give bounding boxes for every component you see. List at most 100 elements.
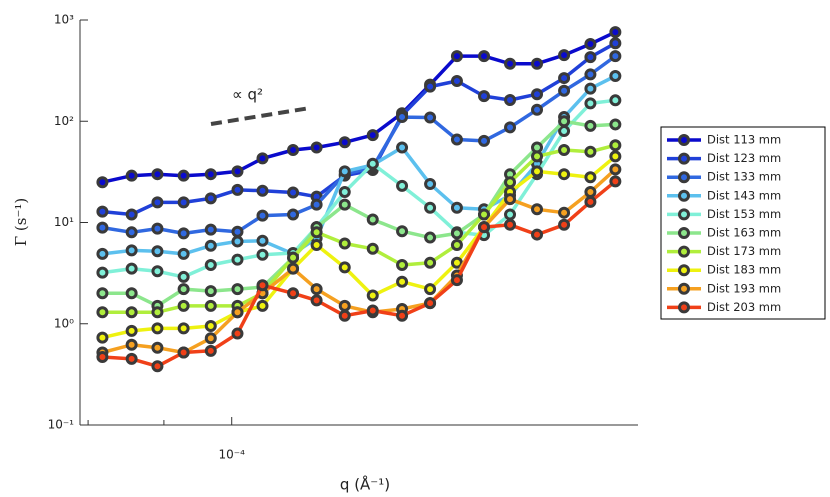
data-point bbox=[584, 119, 597, 132]
y-tick-label: 10³ bbox=[54, 13, 74, 27]
data-point bbox=[531, 203, 544, 216]
data-point bbox=[366, 242, 379, 255]
data-point bbox=[584, 195, 597, 208]
data-point bbox=[609, 69, 622, 82]
data-point bbox=[125, 169, 138, 182]
data-point bbox=[424, 256, 437, 269]
y-tick-label: 10¹ bbox=[54, 215, 74, 229]
data-point bbox=[96, 221, 109, 234]
legend-marker bbox=[678, 171, 690, 184]
data-point bbox=[256, 184, 269, 197]
data-point bbox=[125, 287, 138, 300]
data-point bbox=[396, 275, 409, 288]
data-point bbox=[338, 165, 351, 178]
data-point bbox=[177, 283, 190, 296]
x-tick-label: 10⁻⁴ bbox=[219, 448, 246, 462]
data-point bbox=[558, 168, 571, 181]
data-point bbox=[366, 289, 379, 302]
data-point bbox=[231, 306, 244, 319]
legend-marker bbox=[678, 152, 690, 165]
data-point bbox=[609, 163, 622, 176]
data-point bbox=[177, 227, 190, 240]
data-point bbox=[450, 201, 463, 214]
data-point bbox=[177, 169, 190, 182]
data-point bbox=[338, 136, 351, 149]
data-point bbox=[504, 121, 517, 134]
data-point bbox=[310, 283, 323, 296]
data-point bbox=[531, 103, 544, 116]
data-point bbox=[504, 193, 517, 206]
data-point bbox=[584, 82, 597, 95]
data-point bbox=[256, 152, 269, 165]
data-point bbox=[558, 115, 571, 128]
data-point bbox=[96, 247, 109, 260]
data-point bbox=[396, 141, 409, 154]
data-point bbox=[204, 259, 217, 272]
data-point bbox=[558, 125, 571, 138]
data-point bbox=[396, 309, 409, 322]
series bbox=[96, 26, 622, 189]
data-point bbox=[584, 97, 597, 110]
x-axis-label: q (Å⁻¹) bbox=[340, 475, 390, 494]
data-point bbox=[338, 299, 351, 312]
legend-marker bbox=[678, 208, 690, 221]
data-point bbox=[151, 360, 164, 373]
legend-marker bbox=[678, 134, 690, 146]
y-axis-label: Γ (s⁻¹) bbox=[12, 198, 30, 247]
data-point bbox=[125, 306, 138, 319]
data-point bbox=[231, 327, 244, 340]
data-point bbox=[396, 259, 409, 272]
legend-label: Dist 133 mm bbox=[707, 170, 781, 184]
data-point bbox=[204, 344, 217, 357]
legend-label: Dist 113 mm bbox=[707, 133, 781, 147]
legend-marker bbox=[678, 245, 690, 258]
data-point bbox=[287, 251, 300, 264]
data-point bbox=[204, 239, 217, 252]
data-point bbox=[609, 50, 622, 63]
data-point bbox=[204, 320, 217, 333]
data-point bbox=[609, 26, 622, 39]
data-point bbox=[151, 265, 164, 278]
data-point bbox=[338, 237, 351, 250]
data-point bbox=[531, 57, 544, 70]
legend-label: Dist 203 mm bbox=[707, 300, 781, 314]
data-point bbox=[609, 37, 622, 50]
data-point bbox=[231, 165, 244, 178]
data-point bbox=[478, 90, 491, 103]
series bbox=[96, 175, 622, 373]
data-point bbox=[366, 304, 379, 317]
data-point bbox=[338, 261, 351, 274]
data-point bbox=[450, 256, 463, 269]
data-point bbox=[256, 299, 269, 312]
data-point bbox=[151, 222, 164, 235]
data-point bbox=[609, 139, 622, 152]
data-point bbox=[151, 168, 164, 181]
data-point bbox=[609, 118, 622, 131]
data-point bbox=[287, 287, 300, 300]
data-point bbox=[204, 192, 217, 205]
data-point bbox=[177, 196, 190, 209]
data-point bbox=[338, 198, 351, 211]
legend-label: Dist 153 mm bbox=[707, 207, 781, 221]
data-point bbox=[504, 208, 517, 221]
annotation: ∝ q² bbox=[232, 86, 263, 104]
data-point bbox=[450, 274, 463, 287]
series bbox=[96, 50, 622, 240]
data-point bbox=[450, 227, 463, 240]
data-point bbox=[450, 133, 463, 146]
data-point bbox=[450, 74, 463, 87]
data-point bbox=[478, 208, 491, 221]
data-point bbox=[151, 322, 164, 335]
data-point bbox=[204, 332, 217, 345]
data-point bbox=[424, 283, 437, 296]
data-point bbox=[450, 238, 463, 251]
data-point bbox=[396, 179, 409, 192]
data-point bbox=[478, 134, 491, 147]
data-point bbox=[287, 186, 300, 199]
data-point bbox=[125, 226, 138, 239]
data-point bbox=[125, 262, 138, 275]
data-point bbox=[338, 309, 351, 322]
data-point bbox=[424, 201, 437, 214]
legend-marker bbox=[678, 189, 690, 202]
